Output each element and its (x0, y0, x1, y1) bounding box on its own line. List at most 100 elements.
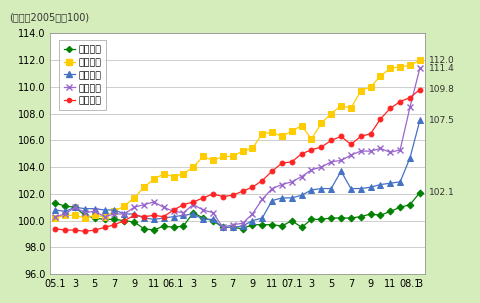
英国 (250, 147, 255, 150)
EU25 (72, 205, 78, 209)
日本 (121, 219, 127, 222)
英国 (387, 66, 393, 70)
英国 (279, 135, 285, 138)
日本 (111, 218, 117, 221)
EU25 (121, 212, 127, 216)
フランス (407, 156, 413, 160)
フランス (171, 215, 177, 218)
日本 (259, 223, 265, 227)
英国 (131, 196, 137, 200)
EU25 (279, 183, 285, 186)
EU25 (289, 180, 295, 184)
日本 (358, 215, 364, 218)
EU25 (210, 211, 216, 215)
フランス (240, 224, 245, 228)
日本 (92, 216, 97, 220)
英国 (368, 85, 373, 89)
日本 (328, 216, 334, 220)
米国 (52, 227, 58, 231)
EU25 (220, 225, 226, 229)
日本 (407, 203, 413, 206)
EU25 (52, 215, 58, 218)
日本 (309, 218, 314, 221)
英国 (240, 149, 245, 153)
EU25 (368, 149, 373, 153)
米国 (62, 228, 68, 232)
フランス (191, 212, 196, 216)
EU25 (269, 187, 275, 190)
米国 (92, 228, 97, 232)
日本 (131, 220, 137, 224)
日本 (387, 209, 393, 213)
日本 (368, 212, 373, 216)
Text: 107.5: 107.5 (429, 116, 455, 125)
米国 (289, 160, 295, 164)
米国 (141, 215, 147, 218)
日本 (62, 204, 68, 208)
米国 (200, 196, 206, 200)
日本 (171, 225, 177, 229)
EU25 (161, 205, 167, 209)
米国 (328, 138, 334, 142)
Legend: 日　　本, 英　　国, フランス, ＥＵ２５, 米　　国: 日 本, 英 国, フランス, ＥＵ２５, 米 国 (59, 41, 107, 110)
米国 (348, 143, 354, 146)
EU25 (111, 212, 117, 216)
米国 (417, 88, 423, 91)
米国 (121, 219, 127, 222)
英国 (328, 112, 334, 115)
EU25 (407, 105, 413, 109)
英国 (191, 165, 196, 169)
Text: 102.1: 102.1 (429, 188, 455, 197)
Text: 109.8: 109.8 (429, 85, 455, 94)
EU25 (141, 203, 147, 206)
EU25 (200, 208, 206, 212)
Line: フランス: フランス (52, 117, 423, 231)
フランス (250, 219, 255, 222)
フランス (82, 207, 88, 211)
EU25 (397, 148, 403, 152)
日本 (72, 205, 78, 209)
フランス (309, 188, 314, 192)
フランス (328, 187, 334, 190)
Line: 日本: 日本 (53, 190, 422, 232)
英国 (52, 216, 58, 220)
米国 (82, 230, 88, 233)
日本 (180, 224, 186, 228)
米国 (161, 215, 167, 218)
Text: 112.0: 112.0 (429, 55, 455, 65)
Text: 111.4: 111.4 (429, 64, 455, 73)
米国 (279, 161, 285, 165)
フランス (397, 180, 403, 184)
EU25 (299, 175, 304, 178)
日本 (210, 219, 216, 222)
フランス (378, 183, 384, 186)
日本 (279, 224, 285, 228)
EU25 (180, 211, 186, 215)
日本 (200, 216, 206, 220)
英国 (171, 175, 177, 178)
米国 (111, 223, 117, 227)
英国 (299, 124, 304, 128)
EU25 (151, 200, 157, 204)
英国 (348, 106, 354, 110)
フランス (417, 118, 423, 122)
フランス (180, 214, 186, 217)
英国 (220, 155, 226, 158)
英国 (161, 172, 167, 176)
英国 (180, 172, 186, 176)
日本 (250, 223, 255, 227)
米国 (397, 100, 403, 103)
米国 (358, 135, 364, 138)
EU25 (417, 66, 423, 70)
フランス (259, 216, 265, 220)
フランス (151, 218, 157, 221)
米国 (318, 145, 324, 149)
フランス (368, 185, 373, 189)
英国 (397, 65, 403, 68)
フランス (141, 216, 147, 220)
日本 (161, 224, 167, 228)
英国 (338, 104, 344, 107)
EU25 (102, 215, 108, 218)
日本 (269, 223, 275, 227)
英国 (269, 131, 275, 134)
